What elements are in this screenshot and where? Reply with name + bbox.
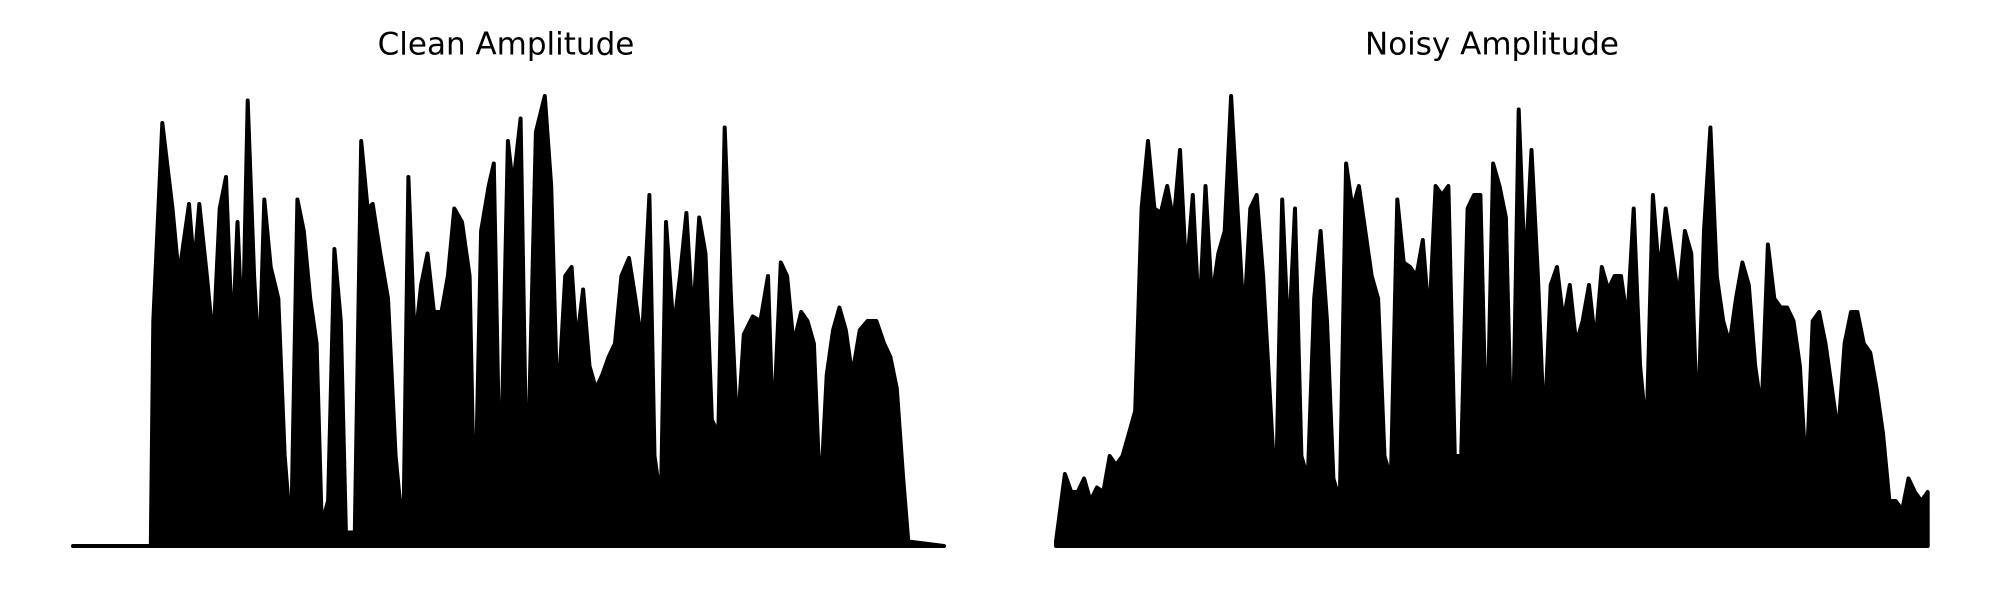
chart-title: Clean Amplitude <box>378 27 635 63</box>
amplitude-area <box>1054 94 1930 548</box>
chart-title: Noisy Amplitude <box>1365 27 1619 63</box>
amplitude-area <box>71 94 946 548</box>
